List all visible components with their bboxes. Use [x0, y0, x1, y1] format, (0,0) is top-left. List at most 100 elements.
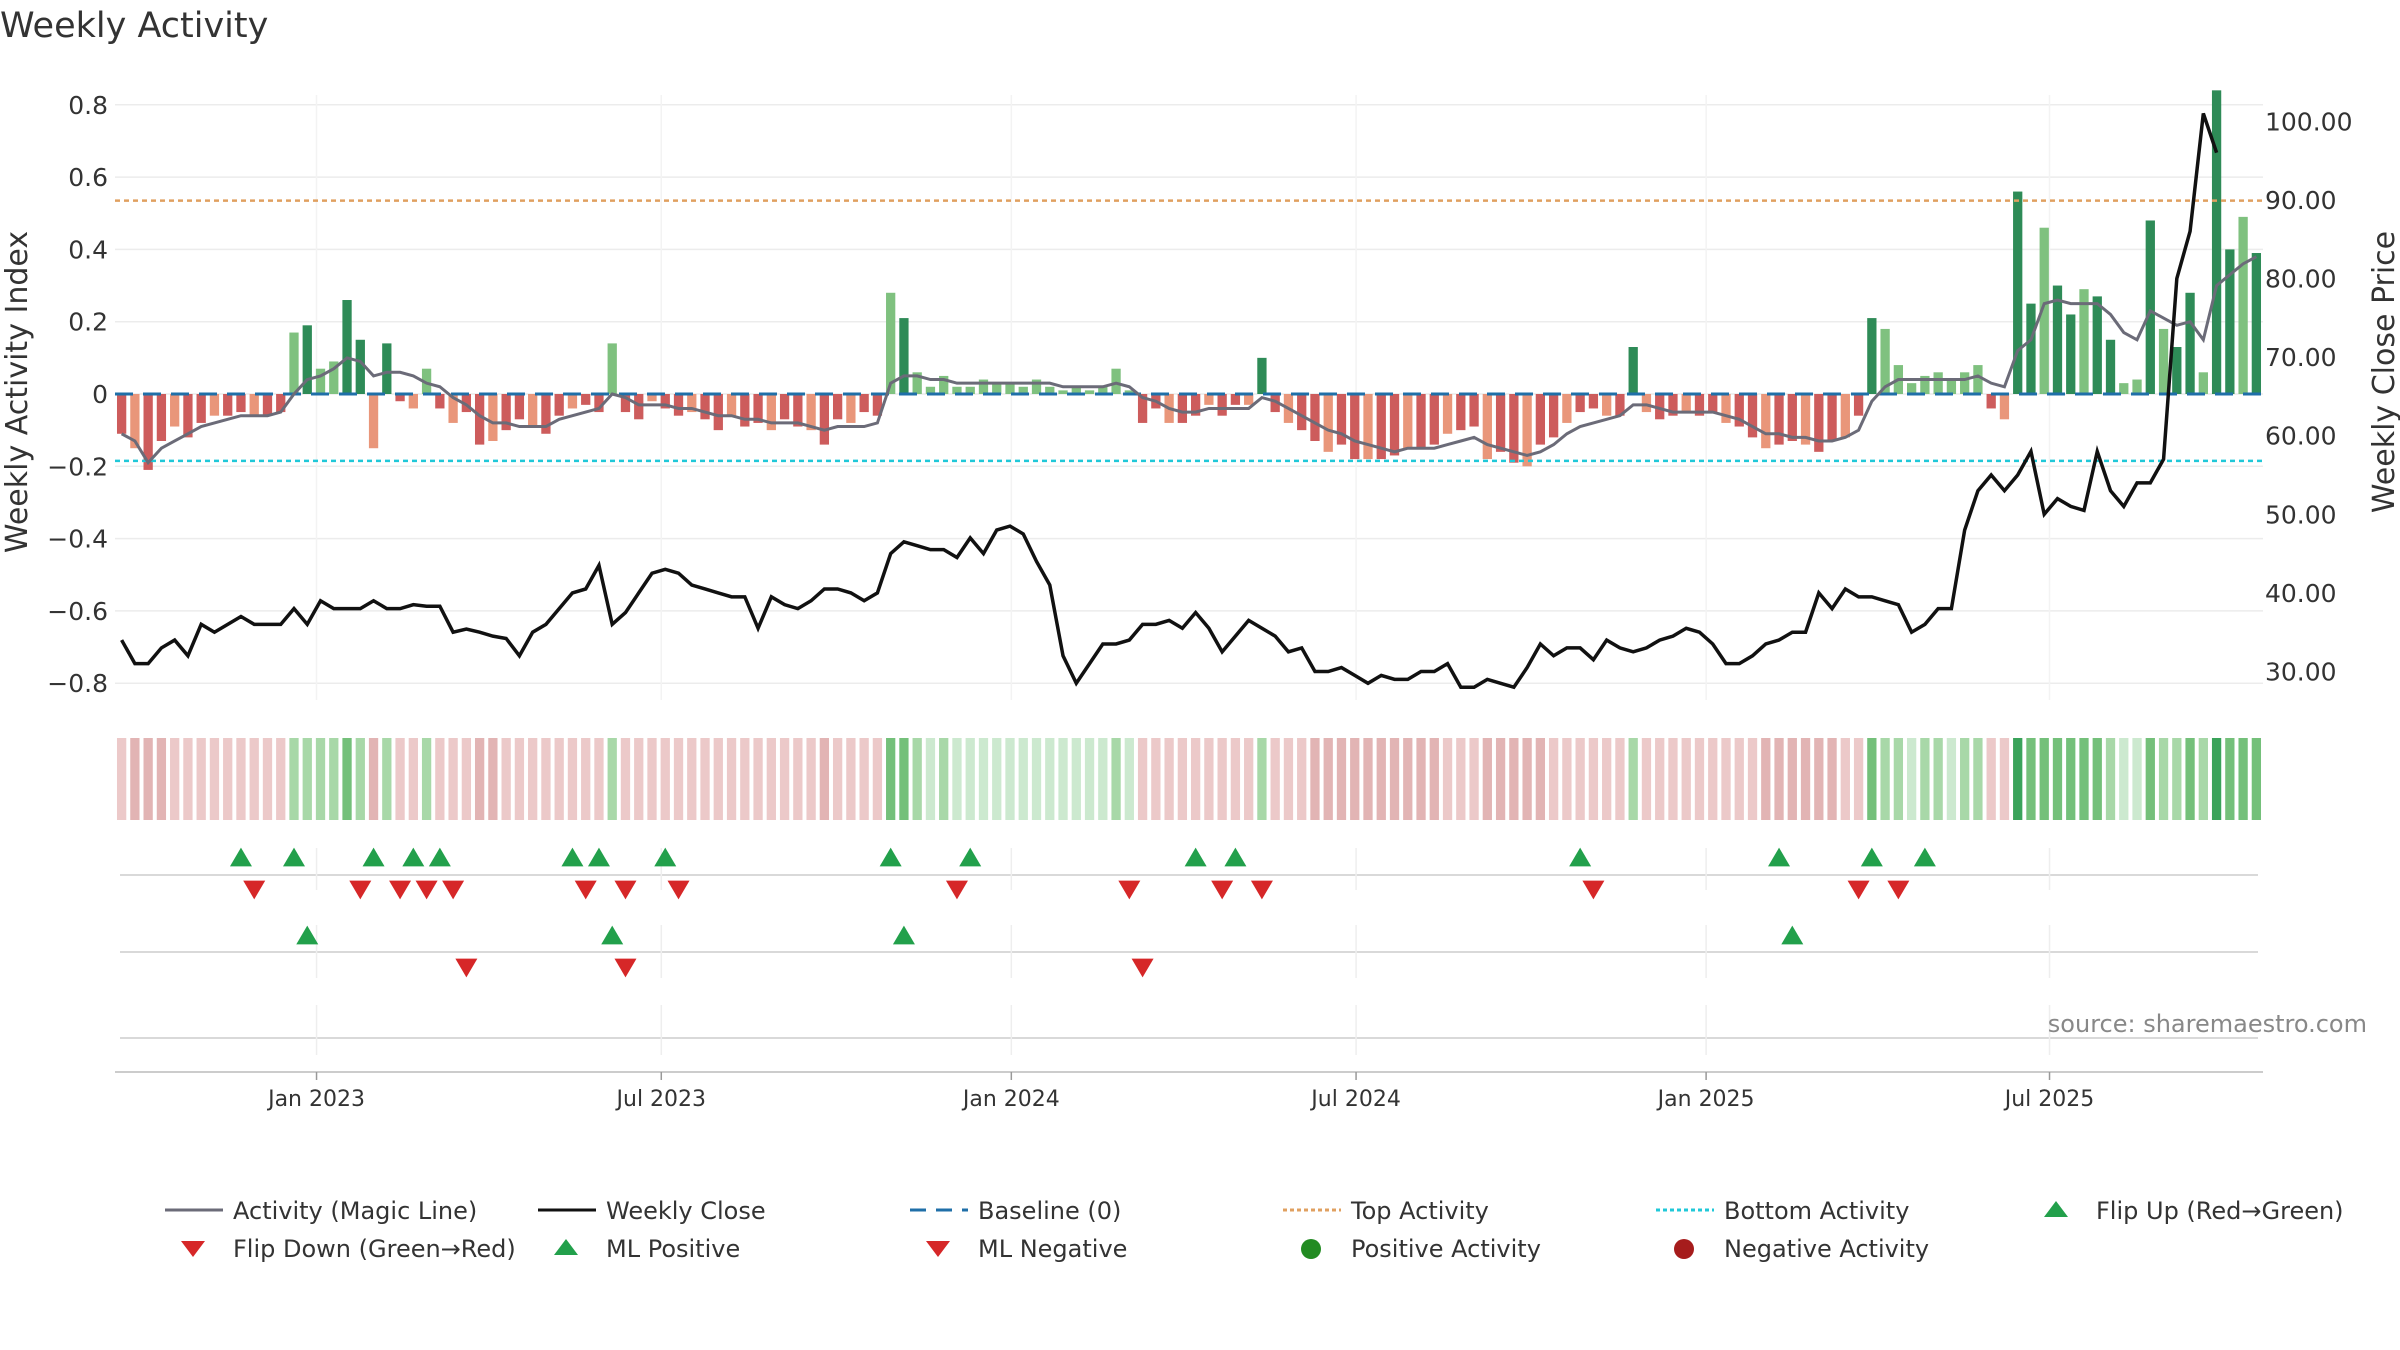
legend-swatch-line-solid-gray	[165, 1208, 223, 1212]
activity-bar	[713, 394, 723, 431]
activity-bar	[421, 368, 432, 394]
activity-bar	[223, 394, 233, 416]
activity-strip-cell	[1177, 738, 1188, 820]
activity-strip-cell	[1681, 738, 1691, 820]
activity-bar	[673, 394, 684, 416]
activity-bar	[276, 394, 286, 413]
activity-bar	[1562, 394, 1572, 423]
legend-item: Baseline (0)	[908, 1195, 1288, 1229]
activity-strip-cell	[766, 738, 776, 820]
legend-swatch-line-dotted-cyan	[1656, 1208, 1714, 1212]
flip-down-marker	[349, 880, 372, 900]
activity-strip-cell	[819, 738, 830, 820]
legend-item: Activity (Magic Line)	[163, 1195, 543, 1229]
activity-strip-cell	[594, 738, 604, 820]
activity-strip-cell	[1031, 738, 1042, 820]
activity-strip-cell	[262, 738, 273, 820]
activity-bar	[700, 394, 710, 420]
activity-strip-cell	[2172, 738, 2182, 820]
x-tick-label: Jul 2024	[1309, 1087, 1401, 1112]
activity-bar	[1946, 379, 1957, 394]
activity-bar	[1045, 386, 1055, 394]
activity-bar	[501, 394, 511, 431]
activity-bar	[1535, 394, 1546, 445]
activity-strip-cell	[620, 738, 631, 820]
flip-down-marker	[1118, 880, 1141, 900]
activity-strip-cell	[806, 738, 816, 820]
activity-bar	[395, 394, 405, 402]
activity-strip-cell	[2092, 738, 2102, 820]
activity-bar	[740, 394, 750, 427]
circle-icon	[1674, 1239, 1694, 1259]
activity-bar	[382, 343, 392, 394]
flip-down-marker	[1250, 880, 1273, 900]
activity-bar	[660, 394, 670, 409]
activity-strip-cell	[793, 738, 803, 820]
activity-strip-cell	[1920, 738, 1930, 820]
activity-strip-cell	[382, 738, 392, 820]
activity-bar	[912, 372, 922, 394]
activity-strip-cell	[1442, 738, 1453, 820]
activity-strip-cell	[488, 738, 498, 820]
activity-bar	[607, 343, 617, 394]
activity-bar	[2079, 289, 2089, 394]
legend-item: Negative Activity	[1654, 1233, 2034, 1267]
activity-bar	[2185, 292, 2195, 394]
activity-strip-cell	[1429, 738, 1439, 820]
activity-bar	[1880, 328, 1890, 394]
activity-strip-cell	[872, 738, 883, 820]
flip-down-marker	[574, 880, 597, 900]
activity-strip-cell	[1880, 738, 1890, 820]
activity-bar	[1084, 390, 1095, 394]
activity-bar	[1204, 394, 1214, 405]
activity-strip-cell	[1336, 738, 1347, 820]
y2-tick-label: 90.00	[2265, 186, 2337, 215]
activity-bar	[1522, 394, 1532, 467]
y2-tick-label: 80.00	[2265, 265, 2337, 294]
activity-strip-cell	[236, 738, 246, 820]
activity-bar	[435, 394, 445, 409]
activity-strip-cell	[647, 738, 657, 820]
legend-item: Weekly Close	[536, 1195, 916, 1229]
activity-bar	[1098, 386, 1108, 394]
activity-strip-cell	[1853, 738, 1864, 820]
activity-strip-cell	[1999, 738, 2010, 820]
activity-strip-cell	[2238, 738, 2248, 820]
activity-strip-cell	[2198, 738, 2208, 820]
activity-bar	[567, 394, 578, 409]
activity-bar	[1840, 394, 1850, 438]
activity-bar	[753, 394, 763, 423]
activity-bar	[1615, 394, 1625, 416]
flip-down-marker	[614, 880, 637, 900]
activity-strip-cell	[846, 738, 856, 820]
activity-bar	[196, 394, 206, 423]
legend-label: Positive Activity	[1351, 1235, 1541, 1263]
flip-up-marker	[362, 847, 385, 867]
flip-down-marker	[442, 880, 465, 900]
activity-strip-cell	[925, 738, 936, 820]
activity-bar	[1376, 394, 1386, 460]
activity-bar	[1482, 394, 1492, 460]
y-tick-label: −0.2	[47, 452, 108, 481]
legend-item: Bottom Activity	[1654, 1195, 2034, 1229]
activity-bar	[1469, 394, 1479, 427]
activity-bar	[1137, 394, 1148, 423]
activity-strip-cell	[554, 738, 564, 820]
activity-bar	[1787, 394, 1797, 441]
activity-strip-cell	[687, 738, 697, 820]
activity-bar	[726, 394, 737, 416]
activity-bar	[1389, 394, 1400, 456]
activity-strip-cell	[1469, 738, 1479, 820]
activity-bar	[302, 325, 312, 394]
activity-strip-cell	[2158, 738, 2169, 820]
activity-bar	[1747, 394, 1758, 438]
activity-strip-cell	[2052, 738, 2063, 820]
activity-bar	[779, 394, 790, 420]
activity-bar	[1310, 394, 1320, 441]
activity-bar	[249, 394, 259, 416]
activity-bar	[1177, 394, 1188, 423]
activity-bar	[183, 394, 193, 438]
chart-area: 0.8 0.6 0.4 0.2 0 −0.2 −0.4 −0.6 −0.8 100.00 90.00…	[0, 90, 2400, 1112]
flip-down-marker	[389, 880, 412, 900]
activity-strip-cell	[528, 738, 538, 820]
